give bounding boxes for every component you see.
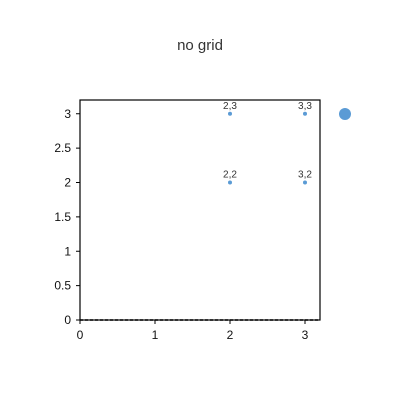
y-tick-label: 2.5: [54, 141, 71, 155]
y-tick-label: 0.5: [54, 279, 71, 293]
data-point: [228, 180, 232, 185]
data-point: [228, 111, 232, 116]
chart-title: no grid: [177, 37, 223, 54]
axes: 0 1 2 3 0 0.5 1 1.5 2 2.5 3: [54, 107, 320, 342]
data-point-label: 2,2: [223, 170, 237, 181]
y-tick-label: 3: [64, 107, 71, 121]
y-tick-label: 1.5: [54, 210, 71, 224]
x-tick-label: 1: [152, 328, 159, 342]
legend-marker: [339, 108, 351, 120]
x-tick-label: 3: [302, 328, 309, 342]
plot-area-frame: [79, 99, 321, 321]
data-points: 2,3 3,3 2,2 3,2: [223, 101, 312, 185]
data-point: [303, 180, 307, 185]
data-point-label: 2,3: [223, 101, 237, 112]
y-tick-label: 2: [64, 176, 71, 190]
data-point-label: 3,2: [298, 170, 312, 181]
x-tick-label: 2: [227, 328, 234, 342]
y-tick-label: 0: [64, 313, 71, 327]
y-tick-label: 1: [64, 244, 71, 258]
x-tick-label: 0: [77, 328, 84, 342]
data-point-label: 3,3: [298, 101, 312, 112]
legend: [339, 108, 351, 120]
data-point: [303, 111, 307, 116]
